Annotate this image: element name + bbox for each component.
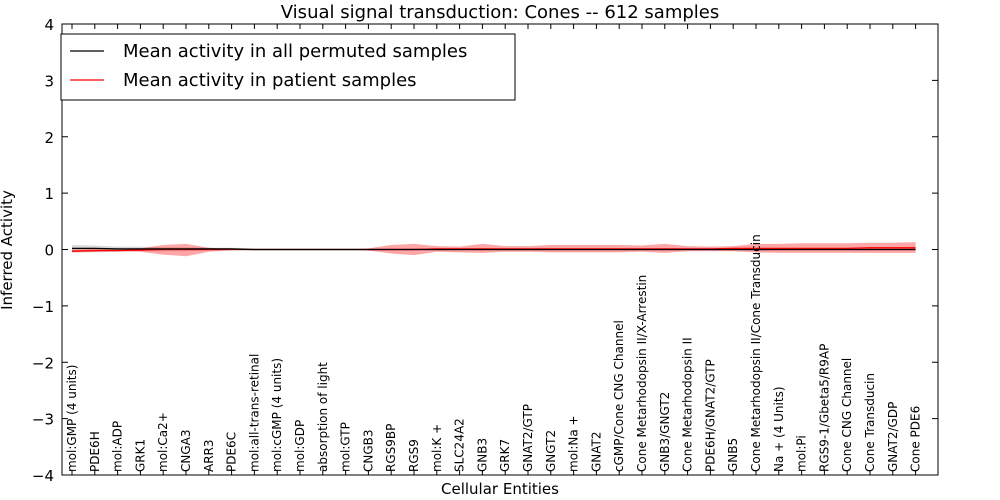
x-tick-label: CNGB3 bbox=[361, 429, 375, 472]
y-tick-label: 4 bbox=[44, 16, 54, 34]
x-tick-label: mol:GMP (4 units) bbox=[65, 365, 79, 472]
x-axis-ticks: mol:GMP (4 units) PDE6H mol:ADP GRK1 mol:Ca2… bbox=[65, 24, 923, 475]
x-tick-label: PDE6H bbox=[88, 431, 102, 472]
x-tick-label: mol:Ca2+ bbox=[156, 412, 170, 472]
x-tick-label: GNAT2/GDP bbox=[886, 402, 900, 472]
y-tick-label: −4 bbox=[32, 467, 54, 485]
y-tick-label: −1 bbox=[32, 298, 54, 316]
y-tick-label: 1 bbox=[44, 185, 54, 203]
x-tick-label: mol:GTP bbox=[339, 422, 353, 472]
x-tick-label: RGS9-1/Gbeta5/R9AP bbox=[817, 344, 831, 472]
line-permuted bbox=[72, 247, 916, 251]
x-tick-label: Cone Metarhodopsin II/Cone Transducin bbox=[749, 234, 763, 472]
x-tick-label: mol:Pi bbox=[795, 435, 809, 472]
x-tick-label: GNB5 bbox=[726, 438, 740, 472]
legend-label-permuted: Mean activity in all permuted samples bbox=[123, 41, 467, 62]
x-tick-label: Cone Transducin bbox=[863, 373, 877, 472]
y-tick-label: 0 bbox=[44, 242, 54, 260]
y-tick-label: 2 bbox=[44, 129, 54, 147]
x-tick-label: mol:all-trans-retinal bbox=[247, 354, 261, 472]
x-tick-label: mol:Na + bbox=[567, 415, 581, 472]
x-tick-label: PDE6C bbox=[225, 432, 239, 472]
y-tick-label: −2 bbox=[32, 354, 54, 372]
x-axis-label: Cellular Entities bbox=[441, 480, 559, 498]
chart-title: Visual signal transduction: Cones -- 612… bbox=[281, 2, 719, 23]
legend-label-patient: Mean activity in patient samples bbox=[123, 70, 417, 91]
x-tick-label: Na + (4 Units) bbox=[772, 386, 786, 472]
x-tick-label: PDE6H/GNAT2/GTP bbox=[703, 359, 717, 472]
x-tick-label: mol:ADP bbox=[111, 421, 125, 472]
x-tick-label: ARR3 bbox=[202, 439, 216, 472]
legend: Mean activity in all permuted samples Me… bbox=[60, 33, 516, 101]
x-tick-label: Cone CNG Channel bbox=[840, 358, 854, 472]
x-tick-label: mol:K + bbox=[430, 424, 444, 472]
x-tick-label: Cone PDE6 bbox=[909, 406, 923, 472]
y-tick-label: −3 bbox=[32, 411, 54, 429]
x-tick-label: mol:GDP bbox=[293, 420, 307, 472]
x-tick-label: GNB3/GNGT2 bbox=[658, 392, 672, 472]
x-tick-label: absorption of light bbox=[316, 362, 330, 472]
y-tick-label: 3 bbox=[44, 72, 54, 90]
x-tick-label: GNAT2 bbox=[589, 431, 603, 472]
x-tick-label: CNGA3 bbox=[179, 430, 193, 473]
x-tick-label: GNB3 bbox=[475, 438, 489, 472]
x-tick-label: RGS9BP bbox=[384, 424, 398, 472]
x-tick-label: GRK7 bbox=[498, 439, 512, 472]
x-tick-label: cGMP/Cone CNG Channel bbox=[612, 320, 626, 472]
plot-frame bbox=[61, 23, 939, 476]
series-lines bbox=[71, 247, 916, 252]
legend-box bbox=[60, 33, 516, 101]
x-tick-label: SLC24A2 bbox=[453, 418, 467, 472]
x-tick-label: Cone Metarhodopsin II bbox=[681, 337, 695, 472]
x-tick-label: mol:cGMP (4 units) bbox=[270, 358, 284, 472]
x-tick-label: GRK1 bbox=[133, 439, 147, 472]
x-tick-label: GNGT2 bbox=[544, 430, 558, 472]
y-axis-ticks: 4 3 2 1 0 −1 −2 −3 −4 bbox=[32, 16, 938, 485]
y-axis-label: Inferred Activity bbox=[0, 190, 16, 310]
x-tick-label: RGS9 bbox=[407, 439, 421, 472]
x-tick-label: Cone Metarhodopsin II/X-Arrestin bbox=[635, 275, 649, 472]
x-tick-label: GNAT2/GTP bbox=[521, 404, 535, 472]
